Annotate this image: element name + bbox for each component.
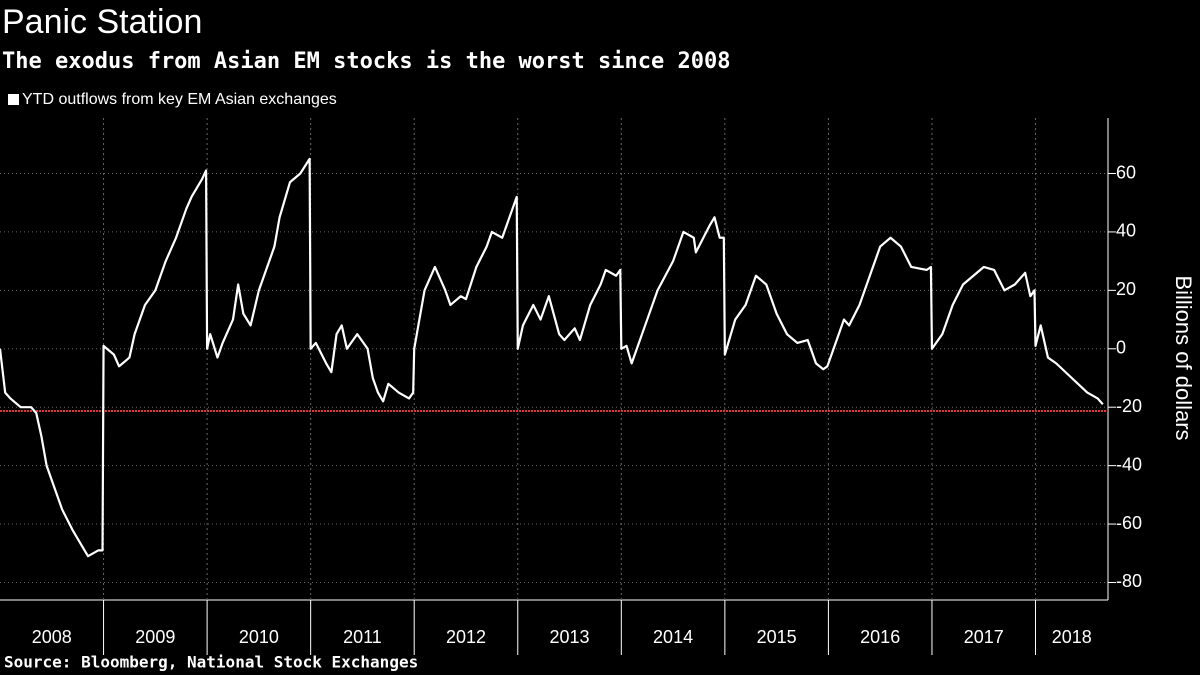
y-axis-label: Billions of dollars [1171, 275, 1196, 440]
x-tick-label: 2014 [653, 627, 693, 647]
source: Source: Bloomberg, National Stock Exchan… [4, 653, 418, 672]
chart-title: Panic Station [2, 3, 202, 41]
x-tick-label: 2013 [550, 627, 590, 647]
y-tick-label: -60 [1116, 513, 1142, 533]
y-tick-label: 0 [1116, 338, 1126, 358]
y-tick-label: -20 [1116, 396, 1142, 416]
x-tick-label: 2017 [964, 627, 1004, 647]
y-tick-label: 60 [1116, 162, 1136, 182]
x-tick-label: 2018 [1052, 627, 1092, 647]
legend-label: YTD outflows from key EM Asian exchanges [22, 91, 337, 108]
x-tick-label: 2010 [239, 627, 279, 647]
y-tick-label: 20 [1116, 279, 1136, 299]
x-tick-label: 2016 [860, 627, 900, 647]
y-tick-label: 40 [1116, 221, 1136, 241]
y-tick-label: -40 [1116, 454, 1142, 474]
series-line [0, 157, 1104, 558]
x-tick-label: 2012 [446, 627, 486, 647]
x-tick-label: 2011 [343, 627, 382, 647]
chart-subtitle: The exodus from Asian EM stocks is the w… [2, 49, 730, 74]
x-tick-label: 2015 [757, 627, 797, 647]
x-tick-label: 2008 [32, 627, 72, 647]
y-tick-label: -80 [1116, 571, 1142, 591]
legend-swatch [8, 94, 19, 105]
x-tick-label: 2009 [135, 627, 175, 647]
